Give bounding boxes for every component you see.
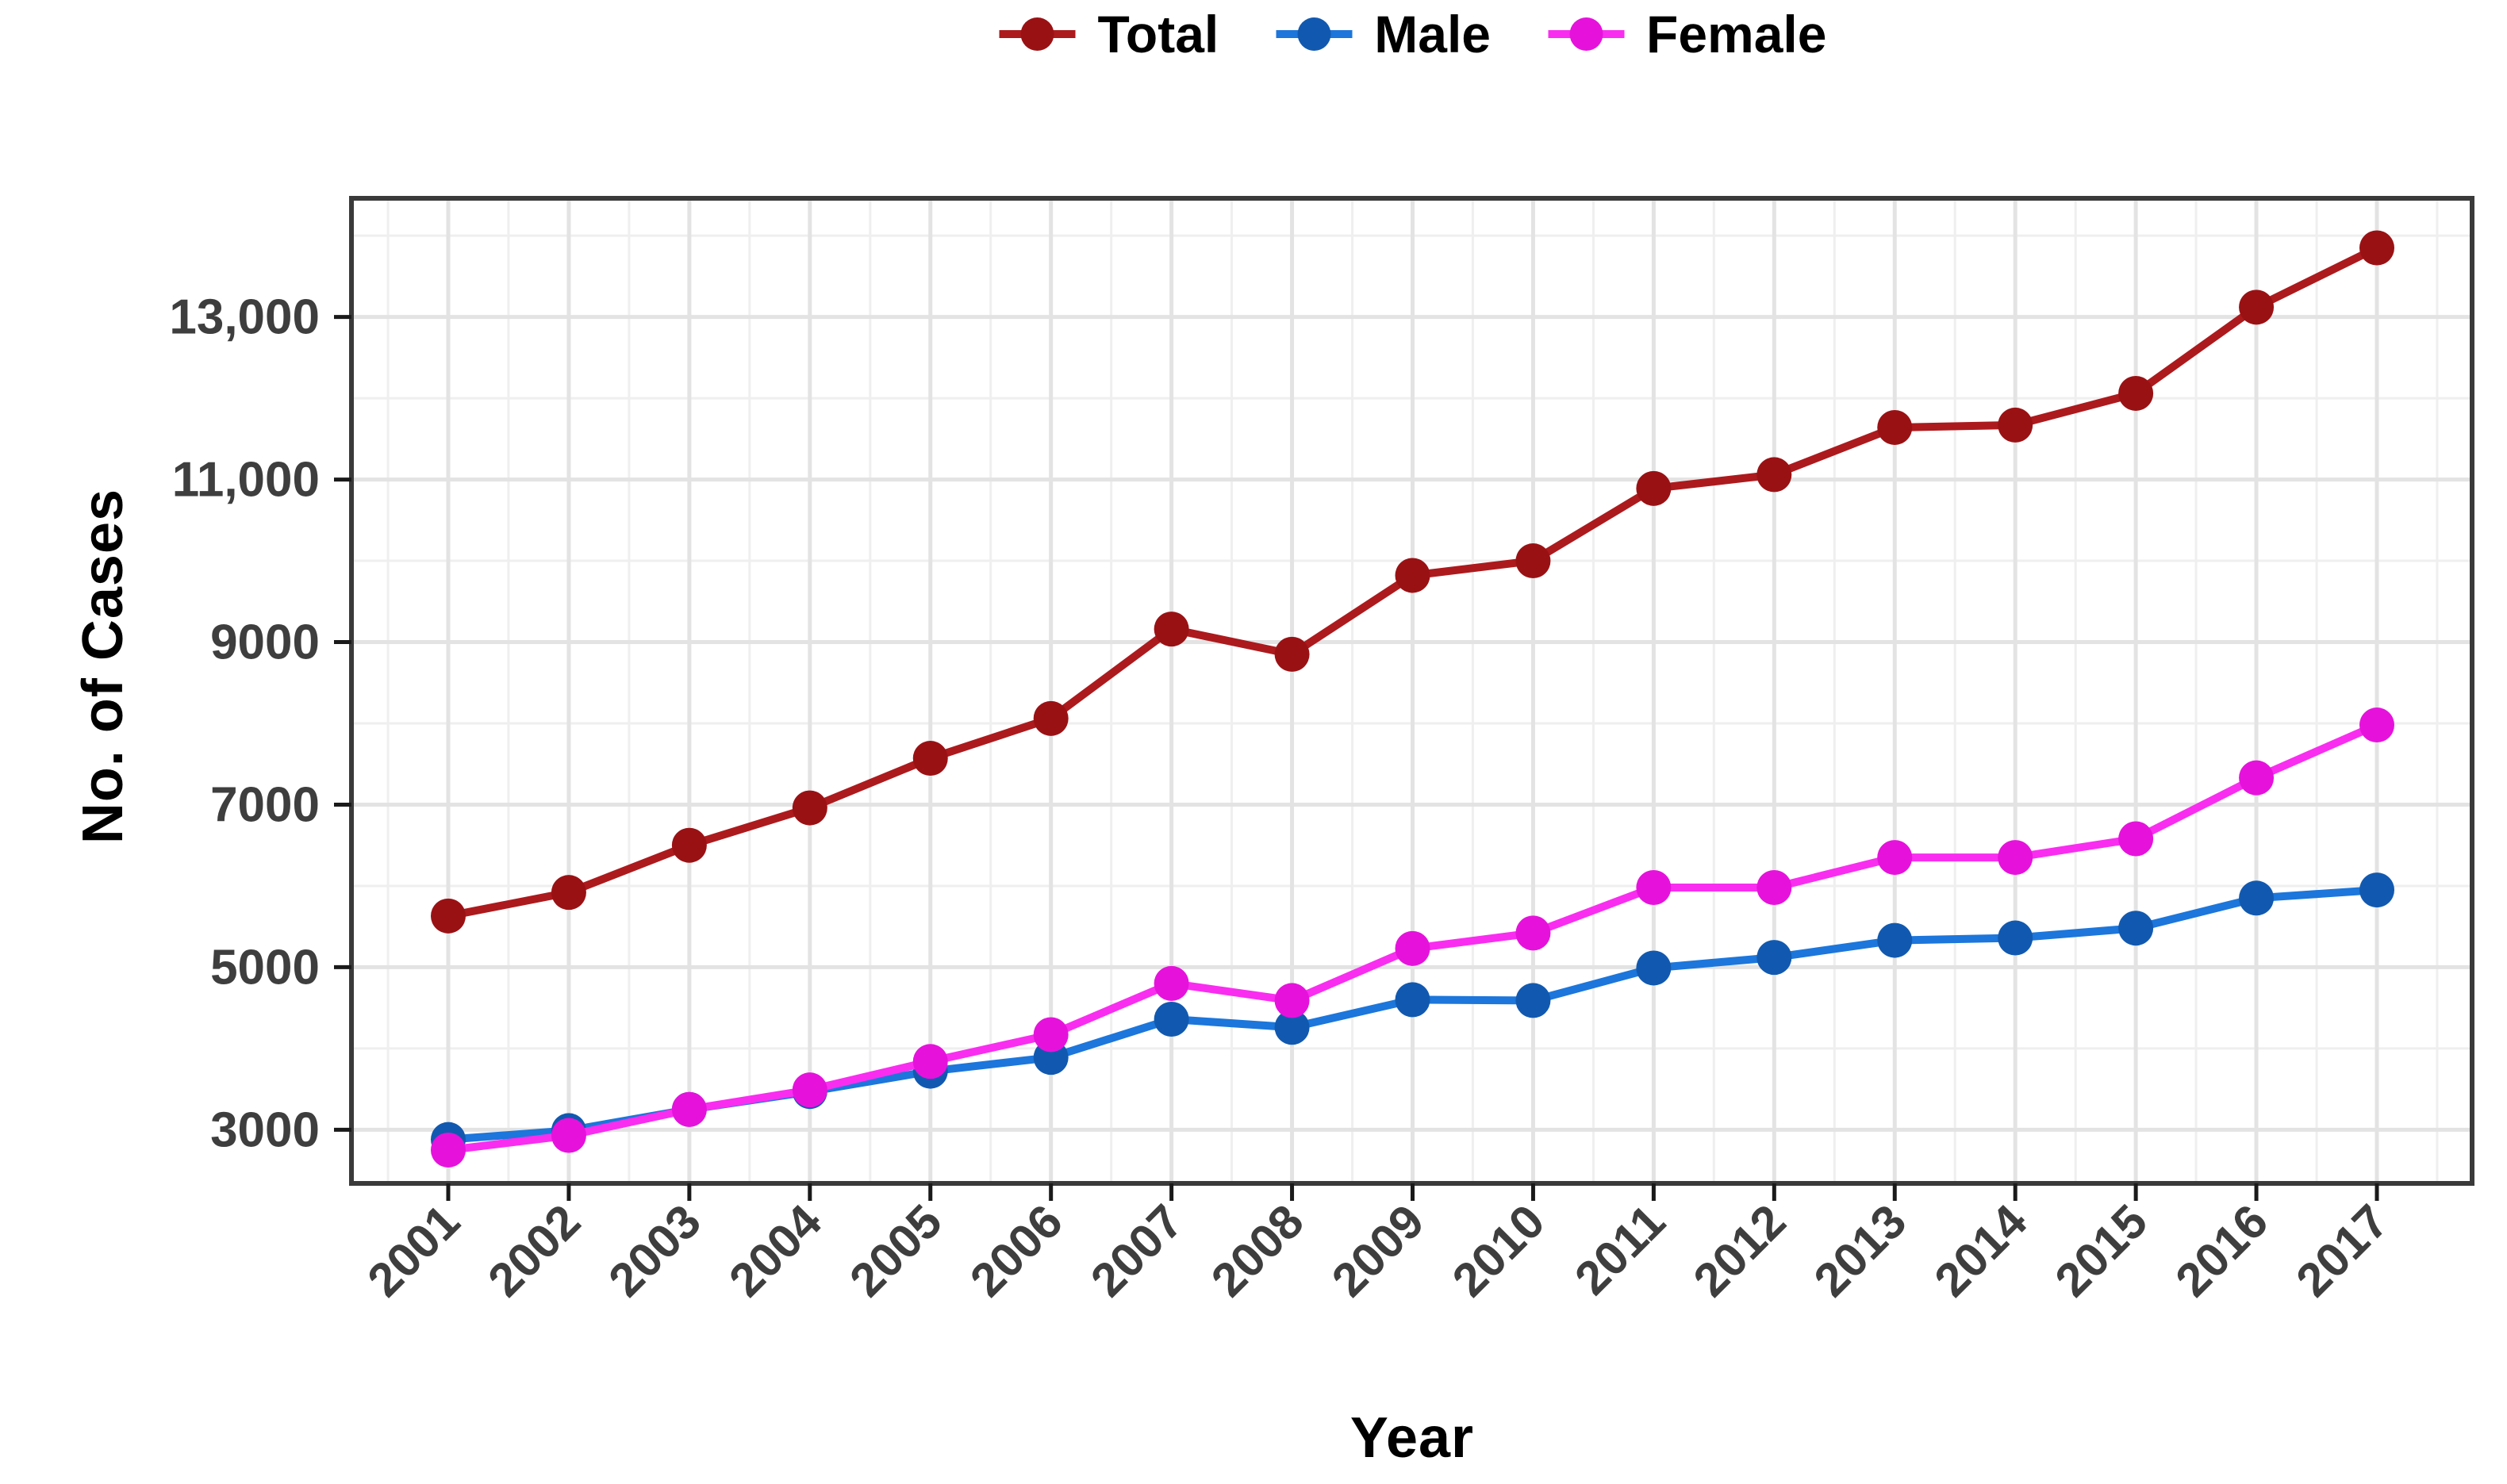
y-tick-label: 5000 <box>210 940 320 995</box>
data-point-total <box>1395 558 1430 593</box>
legend-key-icon <box>999 17 1076 51</box>
data-point-total <box>2239 290 2275 325</box>
x-tick-label: 2003 <box>598 1194 711 1307</box>
legend-item-total: Total <box>998 8 1219 60</box>
legend-item-female: Female <box>1546 8 1826 60</box>
data-point-total <box>551 875 586 911</box>
x-tick-label: 2016 <box>2165 1194 2278 1307</box>
data-point-total <box>1756 457 1792 493</box>
data-point-total <box>671 827 707 863</box>
data-point-male <box>1998 920 2033 956</box>
legend-label: Total <box>1097 5 1219 63</box>
x-axis-title: Year <box>1349 1406 1475 1470</box>
data-point-male <box>1154 1002 1189 1037</box>
data-point-male <box>1877 922 1913 958</box>
data-point-total <box>912 741 948 777</box>
x-tick-label: 2005 <box>839 1194 952 1307</box>
data-point-total <box>1636 470 1672 506</box>
data-point-female <box>1877 840 1913 876</box>
data-point-male <box>1274 1010 1310 1045</box>
data-point-total <box>431 898 466 934</box>
data-point-female <box>1274 983 1310 1018</box>
data-point-female <box>1154 965 1189 1001</box>
data-point-female <box>2359 707 2394 743</box>
x-tick-label: 2004 <box>719 1194 831 1306</box>
data-point-male <box>2359 872 2394 908</box>
data-point-female <box>2118 821 2154 857</box>
x-tick-label: 2015 <box>2045 1194 2158 1307</box>
data-point-total <box>1274 636 1310 672</box>
data-point-female <box>1033 1017 1069 1053</box>
legend-label: Male <box>1374 5 1492 63</box>
data-point-male <box>2239 880 2275 916</box>
data-point-female <box>1636 869 1672 905</box>
y-tick-label: 9000 <box>210 615 320 670</box>
x-tick-label: 2006 <box>960 1194 1073 1307</box>
data-point-total <box>2359 230 2394 266</box>
y-axis-title: No. of Cases <box>71 488 135 845</box>
legend-item-male: Male <box>1274 8 1491 60</box>
x-tick-label: 2010 <box>1442 1194 1555 1307</box>
data-point-female <box>671 1091 707 1127</box>
legend-key-icon <box>1276 17 1353 51</box>
y-tick-label: 13,000 <box>169 290 320 345</box>
data-point-female <box>912 1044 948 1079</box>
data-point-male <box>1515 983 1551 1018</box>
x-tick-label: 2009 <box>1322 1194 1434 1307</box>
data-point-female <box>1515 915 1551 951</box>
data-point-male <box>1636 950 1672 986</box>
data-point-total <box>1515 543 1551 579</box>
x-tick-label: 2012 <box>1683 1194 1796 1307</box>
data-point-female <box>1998 840 2033 876</box>
x-tick-label: 2001 <box>357 1194 470 1307</box>
legend-key-icon <box>1548 17 1625 51</box>
data-point-female <box>2239 760 2275 796</box>
x-tick-label: 2017 <box>2286 1194 2398 1307</box>
y-tick-label: 7000 <box>210 777 320 832</box>
chart-legend: Total Male Female <box>998 8 1826 60</box>
x-tick-label: 2007 <box>1081 1194 1193 1307</box>
data-point-total <box>792 790 827 826</box>
data-point-female <box>792 1072 827 1108</box>
data-point-male <box>1756 940 1792 976</box>
data-point-total <box>1877 409 1913 445</box>
data-point-total <box>2118 375 2154 411</box>
x-tick-label: 2011 <box>1564 1194 1675 1305</box>
x-tick-label: 2008 <box>1201 1194 1314 1307</box>
data-point-female <box>1756 869 1792 905</box>
data-point-female <box>551 1118 586 1153</box>
y-tick-label: 11,000 <box>172 453 320 508</box>
data-point-female <box>1395 930 1430 966</box>
y-tick-label: 3000 <box>210 1102 320 1157</box>
data-point-total <box>1033 700 1069 736</box>
data-point-total <box>1998 407 2033 443</box>
data-point-male <box>1395 982 1430 1018</box>
x-tick-label: 2013 <box>1804 1194 1917 1307</box>
data-point-female <box>431 1132 466 1168</box>
x-tick-label: 2014 <box>1925 1194 2037 1306</box>
x-tick-label: 2002 <box>478 1194 590 1307</box>
data-point-male <box>2118 911 2154 946</box>
legend-label: Female <box>1646 5 1827 63</box>
data-point-total <box>1154 612 1189 647</box>
